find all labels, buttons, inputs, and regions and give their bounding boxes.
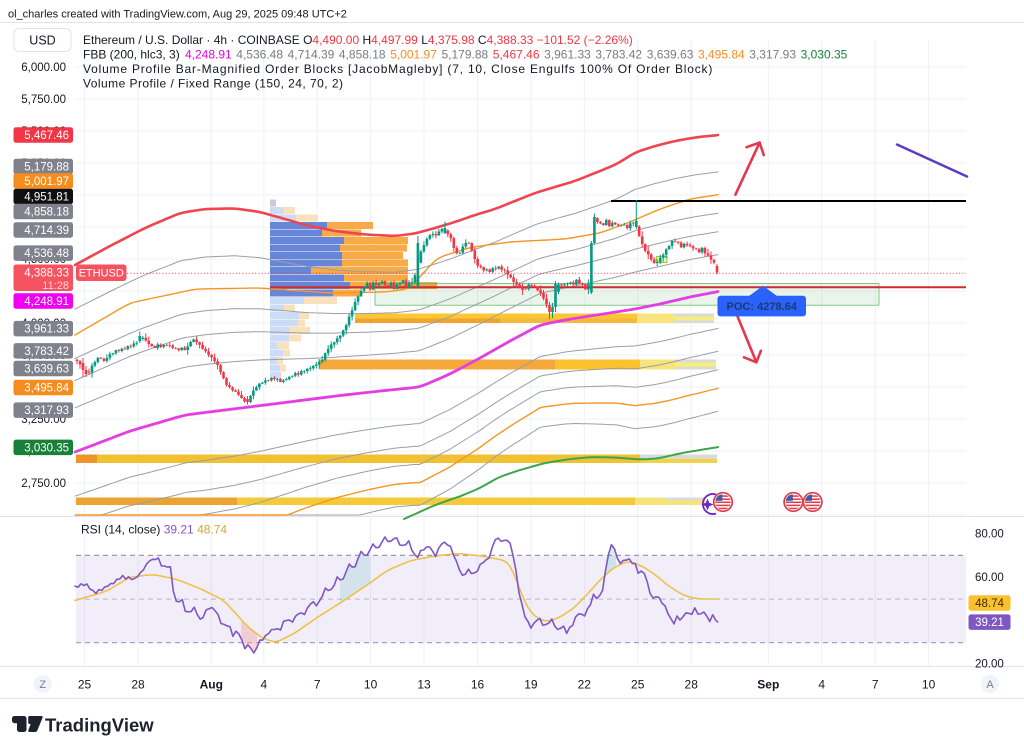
svg-text:28: 28 xyxy=(685,678,699,692)
svg-text:4: 4 xyxy=(260,678,267,692)
svg-text:10: 10 xyxy=(364,678,378,692)
svg-text:5,467.46: 5,467.46 xyxy=(24,130,69,142)
svg-text:3,783.42: 3,783.42 xyxy=(24,346,69,358)
svg-text:Aug: Aug xyxy=(200,678,223,692)
svg-text:2,750.00: 2,750.00 xyxy=(21,478,66,490)
svg-text:39.21: 39.21 xyxy=(975,617,1004,629)
svg-text:3,639.63: 3,639.63 xyxy=(24,364,69,376)
svg-text:16: 16 xyxy=(471,678,485,692)
svg-text:22: 22 xyxy=(578,678,592,692)
svg-text:19: 19 xyxy=(524,678,538,692)
svg-text:3,961.33: 3,961.33 xyxy=(544,48,591,62)
svg-text:3,317.93: 3,317.93 xyxy=(24,405,69,417)
svg-text:28: 28 xyxy=(131,678,145,692)
svg-text:11:28: 11:28 xyxy=(42,280,69,292)
svg-text:3,317.93: 3,317.93 xyxy=(749,48,796,62)
svg-text:3,495.84: 3,495.84 xyxy=(24,383,69,395)
svg-text:80.00: 80.00 xyxy=(975,529,1004,541)
svg-text:4,714.39: 4,714.39 xyxy=(288,48,335,62)
svg-text:TradingView: TradingView xyxy=(45,715,154,736)
svg-text:A: A xyxy=(986,679,994,691)
svg-text:10: 10 xyxy=(922,678,936,692)
svg-text:5,467.46: 5,467.46 xyxy=(493,48,540,62)
svg-text:48.74: 48.74 xyxy=(975,598,1004,610)
svg-text:5,001.97: 5,001.97 xyxy=(24,176,69,188)
svg-text:60.00: 60.00 xyxy=(975,572,1004,584)
svg-text:7: 7 xyxy=(314,678,321,692)
svg-text:POC: 4278.64: POC: 4278.64 xyxy=(727,301,798,313)
svg-text:3,030.35: 3,030.35 xyxy=(801,48,848,62)
svg-text:3,030.35: 3,030.35 xyxy=(24,442,69,454)
svg-text:4,388.33: 4,388.33 xyxy=(24,268,69,280)
svg-text:4,536.48: 4,536.48 xyxy=(24,248,69,260)
svg-text:3,639.63: 3,639.63 xyxy=(647,48,694,62)
svg-text:RSI (14, close) 39.21 48.74: RSI (14, close) 39.21 48.74 xyxy=(81,523,227,537)
svg-text:5,750.00: 5,750.00 xyxy=(21,94,66,106)
svg-text:5,001.97: 5,001.97 xyxy=(390,48,437,62)
svg-text:6,000.00: 6,000.00 xyxy=(21,62,66,74)
svg-text:Z: Z xyxy=(39,679,46,691)
svg-text:25: 25 xyxy=(78,678,92,692)
svg-text:4,248.91: 4,248.91 xyxy=(24,296,69,308)
svg-text:3,783.42: 3,783.42 xyxy=(595,48,642,62)
svg-text:25: 25 xyxy=(631,678,645,692)
svg-text:4,536.48: 4,536.48 xyxy=(236,48,283,62)
svg-text:13: 13 xyxy=(417,678,431,692)
svg-text:7: 7 xyxy=(872,678,879,692)
svg-text:4,248.91: 4,248.91 xyxy=(185,48,232,62)
svg-text:Volume Profile Bar-Magnified O: Volume Profile Bar-Magnified Order Block… xyxy=(83,62,713,76)
svg-text:4,714.39: 4,714.39 xyxy=(24,225,69,237)
svg-text:4,951.81: 4,951.81 xyxy=(24,191,69,203)
svg-text:Ethereum / U.S. Dollar · 4h ·: Ethereum / U.S. Dollar · 4h · COINBASE O… xyxy=(83,33,633,47)
svg-text:5,179.88: 5,179.88 xyxy=(24,162,69,174)
svg-text:4,858.18: 4,858.18 xyxy=(339,48,386,62)
svg-text:FBB (200, hlc3, 3): FBB (200, hlc3, 3) xyxy=(83,48,180,62)
svg-text:Sep: Sep xyxy=(757,678,779,692)
svg-text:5,179.88: 5,179.88 xyxy=(442,48,489,62)
svg-text:Volume Profile / Fixed Range (: Volume Profile / Fixed Range (150, 24, 7… xyxy=(83,77,343,91)
svg-text:3,961.33: 3,961.33 xyxy=(24,324,69,336)
svg-text:USD: USD xyxy=(29,34,55,48)
svg-text:4,858.18: 4,858.18 xyxy=(24,207,69,219)
svg-text:3,495.84: 3,495.84 xyxy=(698,48,745,62)
svg-text:20.00: 20.00 xyxy=(975,659,1004,671)
svg-text:4: 4 xyxy=(818,678,825,692)
svg-text:ETHUSD: ETHUSD xyxy=(79,268,124,280)
svg-text:ol_charles created with Tradin: ol_charles created with TradingView.com,… xyxy=(8,9,347,21)
